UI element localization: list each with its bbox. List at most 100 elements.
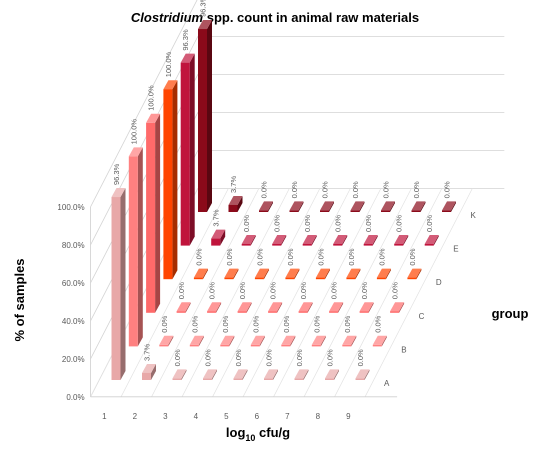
bar-b-5: 0.0%	[250, 315, 265, 347]
data-label: 0.0%	[265, 349, 274, 366]
bar-side-face	[338, 302, 344, 313]
bar-front-face	[302, 244, 312, 246]
floor-gridline	[181, 188, 290, 397]
bar-a-4: 0.0%	[203, 349, 217, 380]
data-label: 0.0%	[173, 349, 182, 366]
bar-top-face	[193, 268, 208, 278]
data-label: 0.0%	[343, 315, 352, 332]
bar-b-7: 0.0%	[311, 315, 326, 347]
bar-front-face	[281, 344, 291, 347]
bar-side-face	[246, 302, 252, 313]
bar-e-2: 3.7%	[211, 209, 226, 246]
data-label: 0.0%	[360, 282, 369, 299]
data-label: 0.0%	[425, 215, 434, 232]
y-axis-label: % of samples	[12, 258, 27, 341]
data-label: 0.0%	[251, 315, 260, 332]
bar-front-face	[220, 344, 230, 347]
bar-c-6: 0.0%	[298, 282, 313, 313]
floor-gridline	[212, 188, 321, 397]
y-tick-label: 100.0%	[57, 203, 84, 212]
data-label: 0.0%	[373, 315, 382, 332]
bar-front-face	[146, 122, 156, 313]
bar-top-face	[220, 335, 235, 345]
floor-gridline	[151, 188, 260, 397]
series-label-a: A	[384, 379, 390, 388]
chart-title-rest: spp. count in animal raw materials	[203, 10, 419, 25]
gridline-4	[90, 36, 505, 245]
y-tick-label: 80.0%	[62, 241, 85, 250]
bar-side-face	[198, 335, 204, 347]
bar-top-face	[302, 235, 317, 244]
bar-side-face	[298, 201, 304, 212]
bar-e-7: 0.0%	[363, 215, 378, 246]
bar-side-face	[451, 201, 456, 212]
bar-e-8: 0.0%	[394, 215, 409, 246]
bar-front-face	[241, 244, 251, 246]
data-label: 0.0%	[443, 181, 452, 198]
bar-k-9: 0.0%	[442, 181, 456, 212]
bar-e-3: 0.0%	[241, 215, 256, 246]
bar-front-face	[228, 204, 238, 212]
bar-c-1: 100.0%	[146, 85, 161, 313]
data-label: 0.0%	[377, 248, 386, 265]
x-axis-label: log10 cfu/g	[226, 425, 290, 443]
bar-front-face	[372, 344, 382, 347]
data-label: 0.0%	[356, 349, 365, 366]
bar-side-face	[311, 235, 317, 246]
bar-top-face	[411, 201, 426, 211]
bar-top-face	[294, 369, 309, 379]
data-label: 0.0%	[330, 282, 339, 299]
bar-k-2: 3.7%	[228, 176, 243, 212]
bar-c-8: 0.0%	[359, 282, 374, 313]
bar-c-2: 0.0%	[176, 282, 191, 313]
bar-top-face	[224, 268, 239, 278]
series-label-e: E	[453, 245, 458, 254]
bar-top-face	[189, 335, 204, 345]
bar-front-face	[264, 378, 273, 380]
floor-gridline	[242, 188, 351, 397]
bar-side-face	[324, 268, 330, 280]
bar-front-face	[163, 89, 173, 280]
bar-top-face	[346, 268, 361, 278]
bar-d-8: 0.0%	[376, 248, 391, 280]
bar-top-face	[142, 363, 156, 373]
bar-c-5: 0.0%	[268, 282, 283, 313]
bar-top-face	[329, 302, 344, 312]
bar-top-face	[281, 335, 296, 345]
x-axis-label-subscript: 10	[245, 433, 255, 443]
bar-top-face	[289, 201, 304, 211]
bar-side-face	[390, 201, 395, 212]
bar-front-face	[363, 244, 373, 246]
y-tick-label: 40.0%	[62, 317, 85, 326]
x-tick-label: 3	[163, 412, 168, 421]
bar-side-face	[303, 369, 309, 380]
bar-front-face	[176, 311, 186, 313]
data-label: 0.0%	[273, 215, 282, 232]
bar-front-face	[311, 344, 321, 347]
data-label: 0.0%	[260, 181, 269, 198]
data-label: 0.0%	[290, 181, 299, 198]
data-label: 0.0%	[326, 349, 335, 366]
bar-d-9: 0.0%	[407, 248, 422, 280]
bar-side-face	[364, 369, 370, 380]
bar-side-face	[355, 268, 361, 280]
data-label: 0.0%	[351, 181, 360, 198]
bar-e-6: 0.0%	[333, 215, 348, 246]
bar-d-7: 0.0%	[346, 248, 361, 280]
bar-front-face	[180, 62, 190, 246]
bar-front-face	[407, 277, 417, 280]
bar-layer: 96.3% 3.7% 0.0% 0.0% 0.0% 0.0% 0.0% 0.0% 0.0% 96.…	[111, 0, 456, 380]
data-label: 0.0%	[316, 248, 325, 265]
bar-top-face	[394, 235, 409, 244]
bar-side-face	[216, 302, 222, 313]
bar-front-face	[333, 244, 343, 246]
bar-front-face	[111, 197, 121, 380]
bar-top-face	[355, 369, 370, 379]
bar-side-face	[259, 335, 265, 347]
bar-front-face	[289, 210, 299, 212]
gridline-1	[90, 150, 505, 359]
bar-front-face	[285, 277, 295, 280]
x-tick-label: 7	[285, 412, 290, 421]
bar-front-face	[189, 344, 199, 347]
